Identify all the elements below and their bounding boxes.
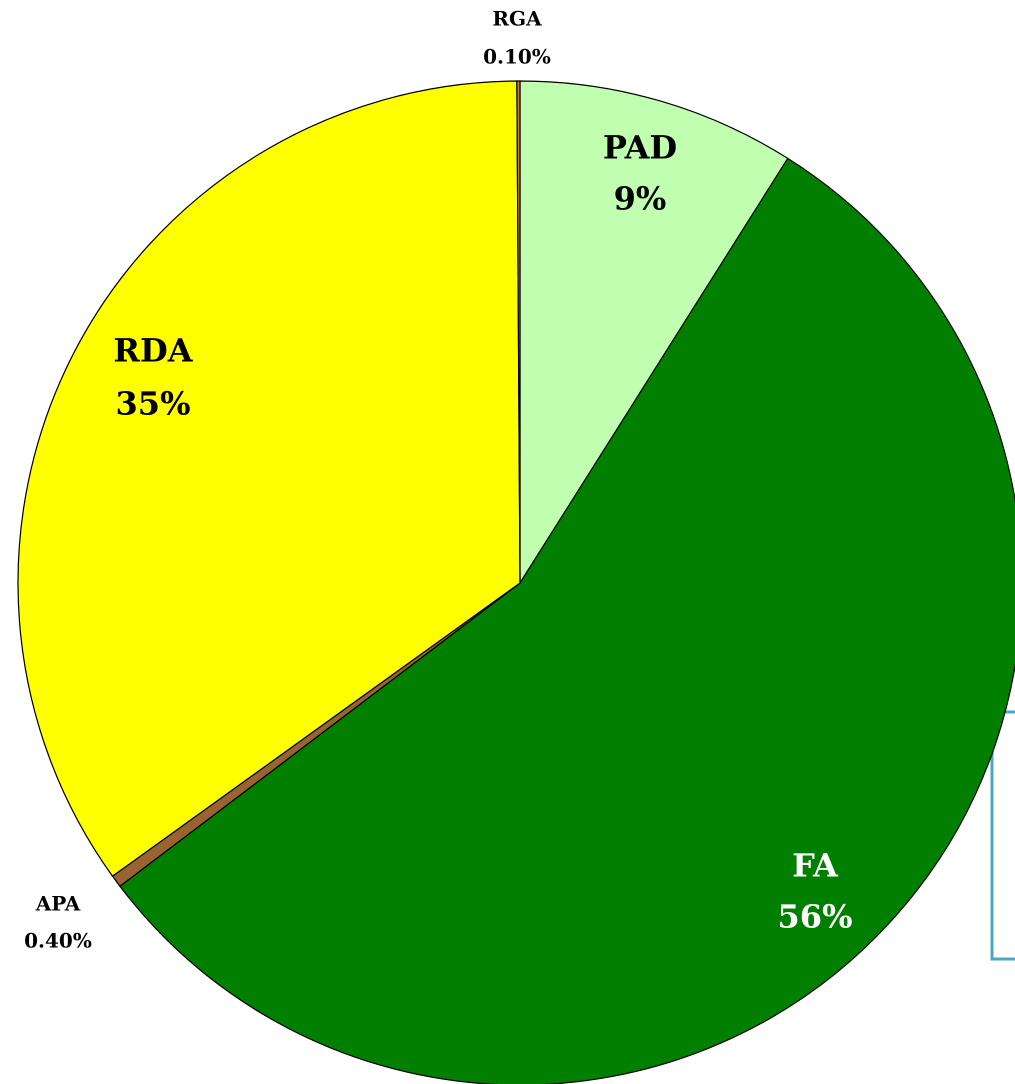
slice-value-label: 0.40%	[24, 929, 92, 953]
slice-category-label: RGA	[492, 7, 542, 31]
slice-value-label: 0.10%	[483, 45, 551, 69]
slice-value-label: 9%	[614, 180, 667, 218]
pie-slice	[119, 157, 1015, 1084]
side-frame	[990, 710, 1015, 961]
slice-value-label: 56%	[778, 898, 853, 936]
slice-category-label: FA	[792, 847, 839, 885]
pie-slice	[17, 80, 521, 877]
pie-slice	[519, 80, 789, 586]
pie-slice	[516, 80, 521, 584]
slice-category-label: RDA	[113, 332, 193, 370]
slice-value-label: 35%	[116, 385, 191, 423]
slice-category-label: PAD	[603, 129, 677, 167]
slice-category-label: APA	[35, 892, 81, 916]
